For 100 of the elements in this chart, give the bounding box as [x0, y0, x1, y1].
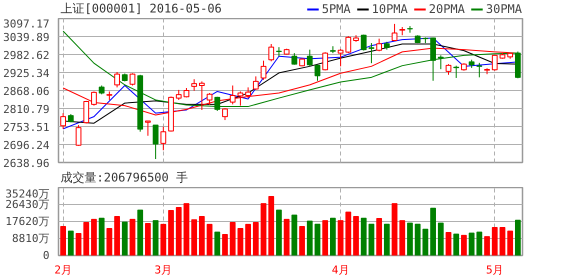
bar — [230, 222, 236, 256]
bar — [507, 230, 514, 256]
y-tick-label: 2696.24 — [3, 139, 50, 152]
bar — [68, 230, 74, 256]
bar — [268, 196, 274, 256]
bar — [214, 232, 220, 256]
bar — [76, 233, 82, 256]
x-tick-label: 2月 — [54, 264, 72, 276]
candlestick — [198, 80, 205, 111]
candlestick — [91, 90, 97, 106]
bar — [191, 219, 198, 256]
candlestick — [160, 126, 166, 151]
candlestick — [291, 52, 298, 66]
bar — [345, 212, 352, 256]
candlestick — [276, 46, 282, 57]
y-tick-label: 8810万 — [12, 232, 50, 245]
bar — [484, 236, 490, 256]
bar — [276, 210, 282, 256]
y-tick-label: 2868.06 — [3, 85, 50, 98]
candlestick — [314, 64, 320, 82]
candlestick — [206, 92, 212, 106]
bar — [438, 222, 444, 256]
y-tick-label: 2753.51 — [3, 121, 50, 134]
y-tick-label: 2925.34 — [3, 67, 50, 80]
bar — [368, 224, 374, 256]
x-tick-label: 3月 — [154, 264, 172, 276]
candlestick — [438, 54, 444, 70]
candlestick — [230, 84, 236, 105]
bar — [284, 218, 290, 256]
candlestick — [145, 120, 151, 136]
bar — [500, 227, 506, 256]
bar — [314, 224, 320, 256]
bar — [306, 220, 313, 256]
candlestick — [60, 112, 66, 130]
bar — [414, 224, 421, 256]
bar — [83, 222, 90, 256]
bar — [468, 232, 475, 256]
bar — [145, 222, 151, 256]
y-tick-label: 26430万 — [5, 198, 50, 211]
y-tick-label: 17620万 — [5, 215, 50, 228]
candlestick — [392, 23, 398, 42]
y-tick-label: 3039.89 — [3, 31, 50, 44]
x-tick-label: 5月 — [486, 264, 504, 276]
bar — [98, 218, 105, 256]
bar — [137, 210, 144, 256]
y-tick-label: 0 — [42, 249, 50, 262]
candlestick — [176, 89, 182, 100]
candlestick — [345, 36, 352, 54]
bar — [446, 232, 452, 256]
bar — [152, 220, 159, 256]
x-tick-label: 4月 — [332, 264, 350, 276]
y-tick-label: 3097.17 — [3, 18, 50, 30]
candlestick — [360, 34, 367, 52]
y-tick-label: 2638.96 — [3, 157, 50, 170]
legend-label: 20PMA — [428, 2, 465, 16]
candlestick — [252, 76, 259, 90]
y-tick-label: 2982.62 — [3, 49, 50, 62]
candlestick — [130, 72, 136, 86]
chart-title: 上证[000001] 2016-05-06 — [60, 2, 222, 16]
bar — [399, 220, 406, 256]
candlestick — [152, 124, 159, 160]
candlestick — [268, 44, 274, 62]
candlestick — [184, 88, 190, 98]
bar — [461, 234, 467, 256]
candlestick — [260, 60, 266, 80]
bar — [168, 210, 174, 256]
candlestick — [114, 71, 120, 88]
bar — [60, 226, 66, 256]
bar — [184, 203, 190, 256]
bar — [222, 234, 228, 256]
bar — [476, 232, 482, 256]
bar — [299, 226, 305, 256]
bar — [330, 218, 336, 256]
bar — [130, 218, 136, 256]
bar — [122, 222, 128, 256]
bar — [360, 218, 367, 256]
legend-label: 10PMA — [372, 2, 408, 16]
candlestick — [492, 54, 498, 72]
bar — [453, 234, 460, 256]
candlestick — [222, 108, 228, 121]
candlestick — [306, 49, 313, 67]
bar — [160, 224, 166, 256]
legend-label: 30PMA — [486, 2, 522, 16]
chart-title: 成交量:206796500 手 — [60, 170, 188, 184]
candlestick — [476, 62, 482, 78]
candlestick — [191, 78, 198, 92]
bar — [407, 222, 413, 256]
candlestick — [76, 124, 82, 146]
bar — [384, 224, 390, 256]
y-tick-label: 2810.79 — [3, 103, 50, 116]
bar — [492, 227, 498, 256]
bar — [291, 214, 298, 256]
candlestick — [368, 42, 374, 64]
bar — [338, 220, 344, 256]
bar — [353, 216, 359, 256]
candlestick — [376, 38, 382, 52]
bar — [392, 203, 398, 256]
bar — [260, 203, 266, 256]
candlestick — [338, 48, 344, 67]
bar — [322, 220, 328, 256]
